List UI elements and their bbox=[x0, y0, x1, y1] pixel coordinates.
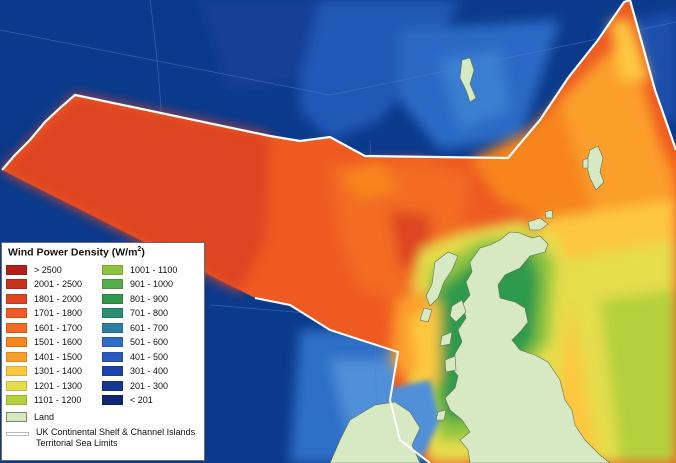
legend-item: 1001 - 1100 bbox=[102, 263, 198, 278]
legend-item: 901 - 1000 bbox=[102, 277, 198, 292]
legend-label: 901 - 1000 bbox=[130, 279, 174, 290]
legend-item: 1401 - 1500 bbox=[6, 350, 102, 365]
legend-label: 1201 - 1300 bbox=[34, 380, 83, 391]
legend-item: 401 - 500 bbox=[102, 350, 198, 365]
legend-swatch bbox=[102, 380, 123, 391]
legend-swatch bbox=[6, 337, 27, 348]
legend-swatch bbox=[6, 264, 27, 275]
shetland bbox=[585, 145, 605, 191]
legend-item: 1601 - 1700 bbox=[6, 321, 102, 336]
legend-label: 1101 - 1200 bbox=[34, 395, 82, 406]
legend-title: Wind Power Density (W/m2) bbox=[8, 246, 145, 259]
legend-item: > 2500 bbox=[6, 263, 102, 278]
legend-label: 2001 - 2500 bbox=[34, 279, 83, 290]
continental-shelf-limit bbox=[1, 0, 676, 171]
territorial-sea-limit bbox=[254, 297, 431, 463]
legend-label: < 201 bbox=[130, 395, 153, 406]
legend-land-label: Land bbox=[34, 411, 55, 422]
legend-swatch bbox=[102, 395, 123, 406]
legend: Wind Power Density (W/m2) > 2500 2001 - 2… bbox=[1, 242, 205, 461]
legend-label: 1001 - 1100 bbox=[130, 264, 178, 275]
legend-swatch bbox=[102, 322, 123, 333]
legend-item: 201 - 300 bbox=[102, 379, 198, 394]
legend-swatch bbox=[6, 380, 27, 391]
legend-label: 601 - 700 bbox=[130, 322, 169, 333]
legend-swatch bbox=[6, 351, 27, 362]
legend-item: 701 - 800 bbox=[102, 306, 198, 321]
legend-item: 1301 - 1400 bbox=[6, 364, 102, 379]
legend-item: 801 - 900 bbox=[102, 292, 198, 307]
legend-land-swatch bbox=[6, 411, 27, 422]
land bbox=[329, 57, 611, 463]
orkney bbox=[527, 217, 549, 231]
legend-label: 1401 - 1500 bbox=[34, 351, 83, 362]
scotland-mainland bbox=[444, 231, 611, 463]
legend-item: < 201 bbox=[102, 393, 198, 408]
legend-swatch bbox=[102, 351, 123, 362]
legend-label: 301 - 400 bbox=[130, 366, 169, 377]
legend-label: 1801 - 2000 bbox=[34, 293, 83, 304]
legend-item: 2001 - 2500 bbox=[6, 277, 102, 292]
legend-swatch bbox=[102, 366, 123, 377]
legend-label: 1301 - 1400 bbox=[34, 366, 83, 377]
legend-item: 1701 - 1800 bbox=[6, 306, 102, 321]
legend-item: 1101 - 1200 bbox=[6, 393, 102, 408]
outer-hebrides bbox=[425, 251, 459, 307]
legend-swatch bbox=[6, 395, 27, 406]
legend-land-item: Land bbox=[6, 410, 200, 424]
legend-limits-label-1: UK Continental Shelf & Channel Islands bbox=[36, 426, 196, 437]
legend-swatch bbox=[102, 337, 123, 348]
legend-swatch bbox=[102, 279, 123, 290]
legend-swatch bbox=[102, 264, 123, 275]
legend-label: 1601 - 1700 bbox=[34, 322, 83, 333]
legend-limits-line bbox=[6, 431, 29, 436]
legend-swatch bbox=[102, 293, 123, 304]
legend-label: 201 - 300 bbox=[130, 380, 169, 391]
legend-item: 301 - 400 bbox=[102, 364, 198, 379]
legend-limits-label-2: Territorial Sea Limits bbox=[36, 437, 118, 448]
legend-limits-item: UK Continental Shelf & Channel Islands T… bbox=[6, 427, 200, 449]
legend-item: 1501 - 1600 bbox=[6, 335, 102, 350]
northern-ireland bbox=[329, 401, 421, 463]
legend-swatch bbox=[6, 366, 27, 377]
legend-label: 701 - 800 bbox=[130, 308, 169, 319]
legend-label: 501 - 600 bbox=[130, 337, 169, 348]
legend-item: 601 - 700 bbox=[102, 321, 198, 336]
legend-swatch bbox=[102, 308, 123, 319]
faroe-islands bbox=[459, 57, 477, 103]
legend-swatch bbox=[6, 322, 27, 333]
legend-swatch bbox=[6, 308, 27, 319]
legend-swatch bbox=[6, 279, 27, 290]
legend-column-right: 1001 - 1100 901 - 1000 801 - 900 701 - 800 6… bbox=[102, 263, 198, 408]
legend-item: 1801 - 2000 bbox=[6, 292, 102, 307]
legend-swatch bbox=[6, 293, 27, 304]
legend-item: 501 - 600 bbox=[102, 335, 198, 350]
legend-label: 1701 - 1800 bbox=[34, 308, 83, 319]
legend-label: 1501 - 1600 bbox=[34, 337, 83, 348]
legend-label: 401 - 500 bbox=[130, 351, 169, 362]
legend-item: 1201 - 1300 bbox=[6, 379, 102, 394]
legend-label: 801 - 900 bbox=[130, 293, 169, 304]
legend-column-left: > 2500 2001 - 2500 1801 - 2000 1701 - 1800 1… bbox=[6, 263, 102, 408]
legend-label: > 2500 bbox=[34, 264, 62, 275]
